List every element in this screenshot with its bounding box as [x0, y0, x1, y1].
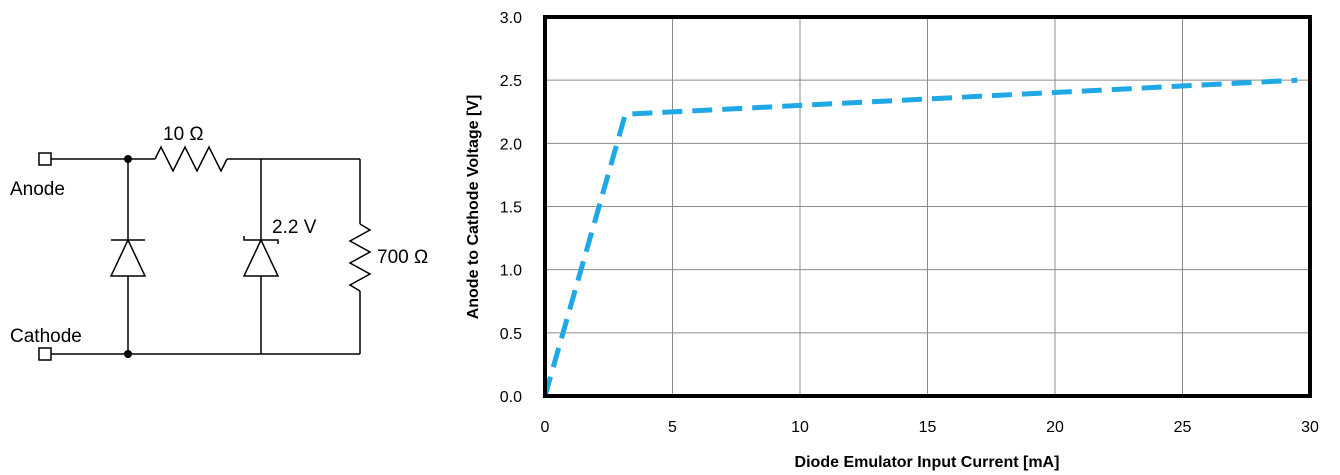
shunt-resistor	[348, 223, 372, 292]
x-tick-labels: 0 5 10 15 20 25 30	[541, 419, 1319, 436]
anode-terminal	[38, 152, 52, 166]
x-tick-label: 30	[1301, 419, 1319, 436]
x-tick-label: 10	[791, 419, 809, 436]
y-axis-title: Anode to Cathode Voltage [V]	[465, 95, 482, 320]
y-tick-label: 1.0	[500, 263, 522, 280]
series-resistor-label: 10 Ω	[163, 124, 204, 145]
zener-label: 2.2 V	[272, 217, 317, 238]
y-tick-label: 2.5	[500, 73, 522, 90]
shunt-resistor-label: 700 Ω	[377, 247, 428, 268]
y-tick-label: 1.5	[500, 200, 522, 217]
anode-label: Anode	[10, 179, 65, 200]
x-tick-label: 0	[541, 419, 550, 436]
series-line	[542, 77, 1298, 397]
y-tick-label: 3.0	[500, 10, 522, 27]
cathode-terminal	[38, 347, 52, 361]
cathode-label: Cathode	[10, 326, 82, 347]
x-tick-label: 15	[919, 419, 937, 436]
x-axis-title: Diode Emulator Input Current [mA]	[795, 454, 1060, 471]
y-tick-label: 0.5	[500, 326, 522, 343]
plot-frame	[543, 15, 1312, 398]
x-tick-label: 20	[1046, 419, 1064, 436]
protection-diode	[109, 159, 147, 354]
y-tick-label: 2.0	[500, 136, 522, 153]
zener-diode	[242, 159, 280, 354]
circuit-diagram: Anode Cathode 10 Ω 2.2 V 70	[10, 124, 428, 361]
series-resistor	[154, 145, 228, 173]
data-layer	[542, 77, 1298, 397]
grid-lines	[544, 16, 1311, 397]
x-tick-label: 5	[668, 419, 677, 436]
chart: 0.0 0.5 1.0 1.5 2.0 2.5 3.0 0 5 10 15 20 25 30 Anode…	[465, 10, 1319, 471]
y-tick-labels: 0.0 0.5 1.0 1.5 2.0 2.5 3.0	[500, 10, 522, 406]
x-tick-label: 25	[1174, 419, 1192, 436]
y-tick-label: 0.0	[500, 389, 522, 406]
